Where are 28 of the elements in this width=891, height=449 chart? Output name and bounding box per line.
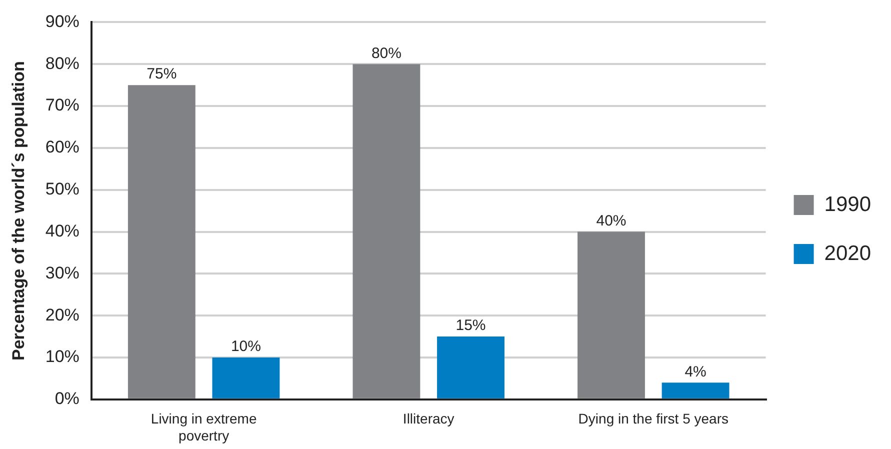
data-label: 40%: [596, 212, 626, 230]
bar: [128, 85, 196, 398]
data-label: 75%: [146, 66, 177, 83]
y-tick-label: 80%: [45, 54, 80, 73]
data-label: 4%: [684, 363, 706, 380]
bar: [578, 232, 645, 398]
y-tick-label: 0%: [54, 389, 80, 408]
y-axis-title: Percentage of the world´s population: [8, 61, 28, 361]
y-tick-label: 70%: [45, 96, 80, 115]
y-tick-label: 40%: [45, 221, 80, 240]
x-tick-label: Dying in the first 5 years: [578, 410, 728, 427]
bar: [437, 336, 504, 398]
y-tick-label: 30%: [45, 263, 80, 282]
bar: [352, 64, 420, 398]
y-tick-label: 90%: [45, 12, 80, 31]
bar: [662, 382, 730, 398]
x-tick-label: Illiteracy: [402, 410, 454, 427]
y-tick-label: 50%: [45, 180, 80, 199]
x-tick-label: Living in extreme povertry: [150, 410, 257, 444]
bar: [212, 357, 280, 398]
data-label: 80%: [371, 44, 402, 62]
y-tick-label: 10%: [45, 347, 80, 366]
legend-label: 1990: [824, 192, 871, 216]
data-label: 10%: [230, 338, 261, 356]
legend-label: 2020: [824, 242, 871, 265]
y-tick-label: 20%: [45, 305, 80, 324]
data-label: 15%: [456, 317, 486, 334]
y-tick-label: 60%: [45, 138, 80, 157]
